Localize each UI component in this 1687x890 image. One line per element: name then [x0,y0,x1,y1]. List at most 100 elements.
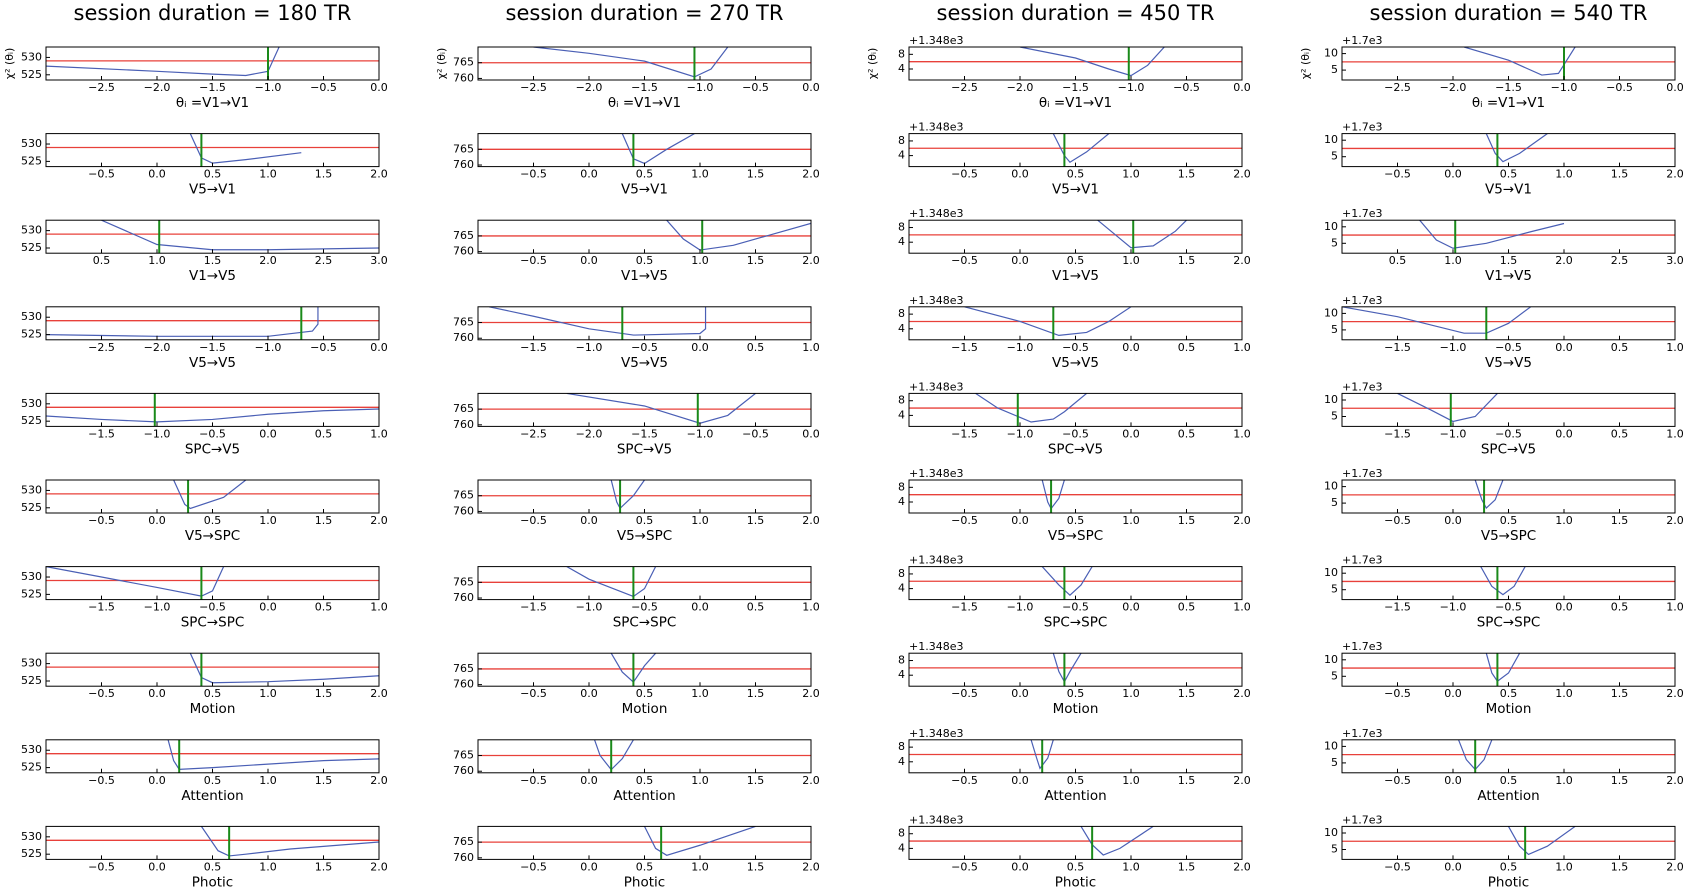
y-tick-label: 525 [21,68,42,81]
x-tick-label: −0.5 [520,860,547,873]
y-tick-label: 525 [21,674,42,687]
x-axis-label: V5→V1 [1052,182,1099,198]
y-tick-label: 525 [21,241,42,254]
axes-frame [477,566,812,601]
x-tick-label: −0.5 [310,81,337,94]
x-tick-label: −0.5 [951,254,978,267]
x-tick-label: 0.5 [315,601,333,614]
chi2-curve [566,566,657,598]
y-tick-label: 760 [453,418,474,431]
x-tick-label: 2.0 [802,514,820,527]
x-tick-label: 1.0 [691,774,709,787]
x-tick-label: 0.0 [1444,168,1462,181]
axes-frame [477,46,812,81]
axes-frame [908,566,1243,601]
x-tick-label: 1.0 [259,168,277,181]
chi2-curve [1397,393,1498,423]
offset-label: +1.7e3 [1342,380,1382,393]
x-tick-label: 2.0 [1233,774,1251,787]
axes-frame [477,479,812,514]
x-tick-label: 0.5 [747,341,765,354]
chi2-curve [189,653,379,684]
x-tick-label: 0.0 [802,427,820,440]
column-title: session duration = 540 TR [1370,1,1648,25]
x-axis-label: Attention [1477,788,1539,804]
axes-frame [908,825,1243,860]
chi2-curve [566,393,756,424]
chi2-curve [1019,47,1165,77]
x-tick-label: −0.5 [520,168,547,181]
x-tick-label: −1.0 [144,427,171,440]
x-axis-label: V5→V1 [621,182,668,198]
x-tick-label: −0.5 [742,81,769,94]
axes-frame [45,479,380,514]
x-tick-label: 0.5 [1178,427,1196,440]
x-axis-label: SPC→V5 [1481,441,1536,457]
plot-area [478,826,811,860]
x-tick-label: 0.0 [1555,341,1573,354]
y-axis-label: χ² (θᵢ) [435,48,448,80]
x-axis-label: SPC→SPC [613,615,677,631]
y-tick-label: 760 [453,158,474,171]
x-tick-label: −2.5 [88,81,115,94]
x-tick-label: 0.0 [370,341,388,354]
y-tick-label: 4 [898,408,905,421]
x-tick-label: −1.5 [1384,601,1411,614]
plot-area [478,739,811,773]
x-tick-label: 0.5 [636,687,654,700]
plot-area [909,306,1242,340]
x-tick-label: −0.5 [520,254,547,267]
x-tick-label: 1.5 [315,168,333,181]
axes-frame [477,392,812,427]
chi2-curve [1419,220,1565,249]
x-tick-label: −1.0 [255,341,282,354]
x-tick-label: 2.0 [802,774,820,787]
y-tick-label: 530 [21,224,42,237]
x-tick-label: −1.0 [1007,341,1034,354]
y-tick-label: 760 [453,245,474,258]
x-tick-label: 1.0 [1233,601,1251,614]
x-tick-label: 1.0 [148,254,166,267]
x-tick-label: 1.0 [1233,427,1251,440]
y-axis-label: χ² (θᵢ) [1299,48,1312,80]
x-tick-label: 0.0 [580,687,598,700]
x-tick-label: 0.5 [1067,687,1085,700]
offset-label: +1.348e3 [909,34,963,47]
offset-label: +1.7e3 [1342,207,1382,220]
axes-frame [908,133,1243,168]
y-tick-label: 8 [898,394,905,407]
y-tick-label: 760 [453,591,474,604]
y-tick-label: 765 [453,56,474,69]
axes-frame [908,46,1243,81]
x-tick-label: 3.0 [370,254,388,267]
x-axis-label: SPC→SPC [1044,615,1108,631]
plot-area [478,133,811,167]
y-tick-label: 10 [1324,133,1338,146]
x-tick-label: 0.5 [1500,774,1518,787]
x-tick-label: −1.0 [255,81,282,94]
axes-frame [1341,479,1676,514]
column-title: session duration = 450 TR [937,1,1215,25]
x-tick-label: 0.0 [148,168,166,181]
x-axis-label: V5→V5 [1485,355,1532,371]
x-tick-label: −0.5 [1384,514,1411,527]
plot-area [1342,826,1675,860]
x-tick-label: −0.5 [951,168,978,181]
x-tick-label: 2.0 [370,774,388,787]
x-tick-label: −2.0 [1007,81,1034,94]
offset-label: +1.348e3 [909,813,963,826]
x-tick-label: 0.0 [148,687,166,700]
x-tick-label: 0.0 [580,514,598,527]
x-tick-label: −0.5 [1173,81,1200,94]
x-tick-label: −1.5 [631,81,658,94]
x-tick-label: −0.5 [631,601,658,614]
x-tick-label: −0.5 [951,774,978,787]
x-axis-label: V1→V5 [1052,268,1099,284]
y-tick-label: 765 [453,489,474,502]
plot-area [46,393,379,427]
plot-area [909,393,1242,427]
y-tick-label: 8 [898,134,905,147]
x-tick-label: −0.5 [520,687,547,700]
plot-area [1342,393,1675,427]
chi2-curve [1052,133,1110,163]
